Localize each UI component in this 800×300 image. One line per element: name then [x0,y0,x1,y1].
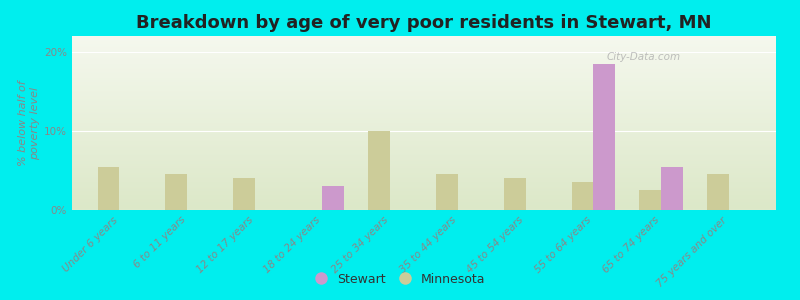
Bar [571,182,594,210]
Y-axis label: % below half of
poverty level: % below half of poverty level [18,80,40,166]
Bar [436,174,458,210]
Bar [369,131,390,210]
Bar [166,174,187,210]
Bar [98,167,119,210]
Bar [661,167,682,210]
Title: Breakdown by age of very poor residents in Stewart, MN: Breakdown by age of very poor residents … [136,14,712,32]
Bar [594,64,615,210]
Legend: Stewart, Minnesota: Stewart, Minnesota [310,268,490,291]
Bar [639,190,661,210]
Text: City-Data.com: City-Data.com [607,52,681,62]
Bar [504,178,526,210]
Bar [322,186,344,210]
Bar [707,174,729,210]
Bar [233,178,254,210]
